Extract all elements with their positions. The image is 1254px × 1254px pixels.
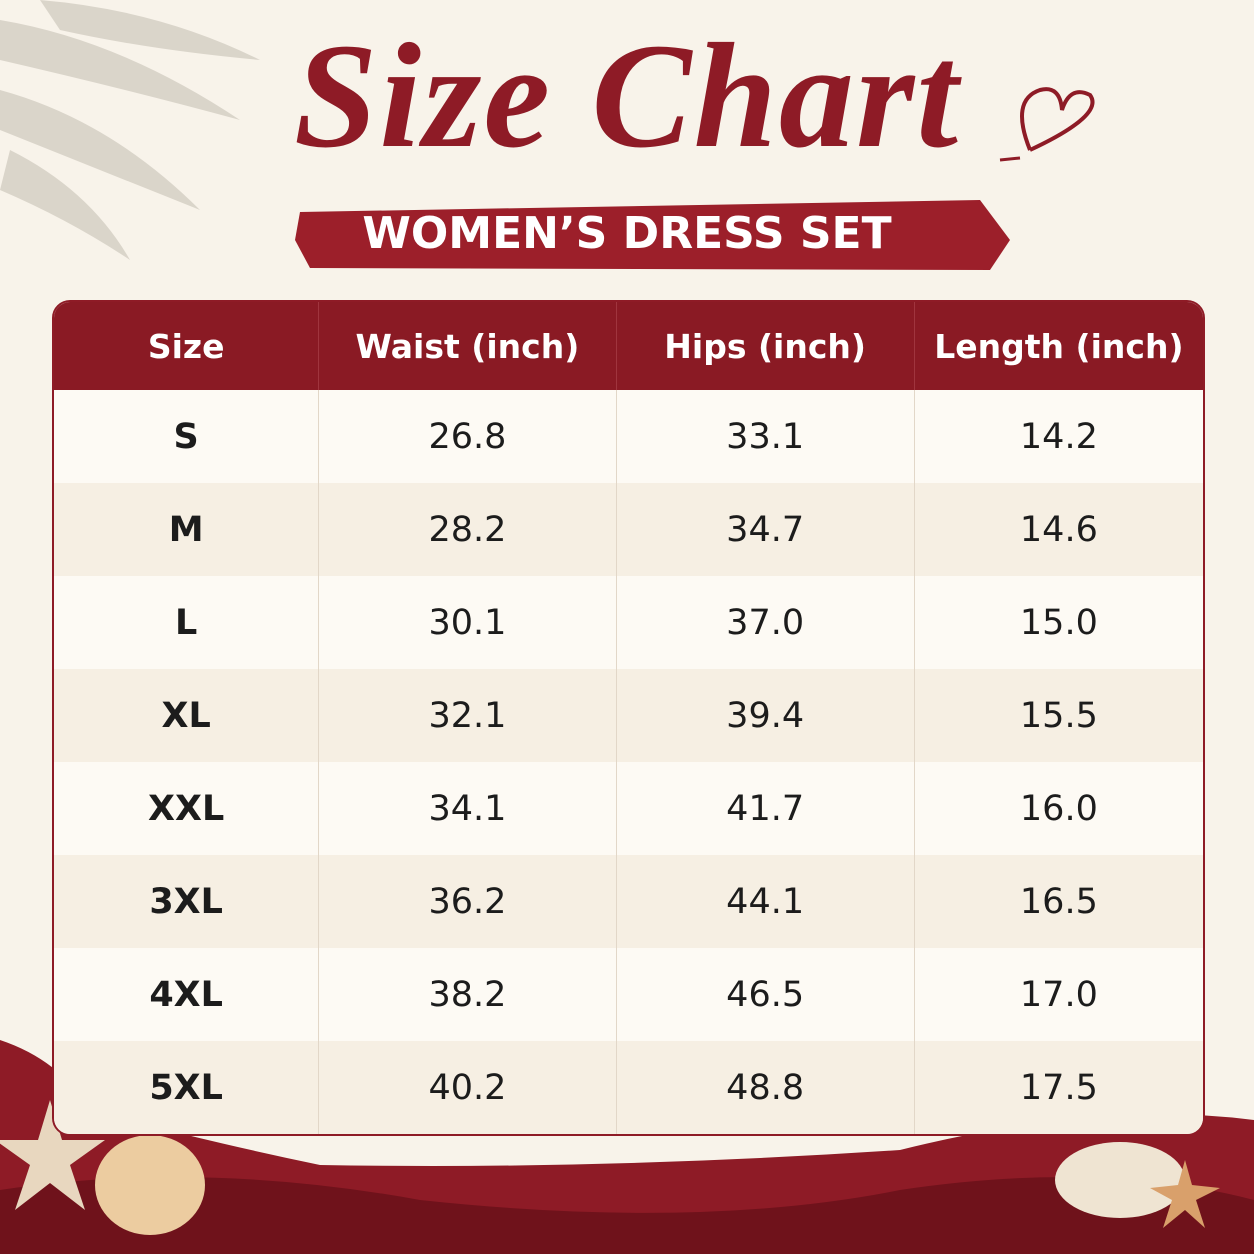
size-table: Size Waist (inch) Hips (inch) Length (inch)… [52,300,1205,1136]
starfish [1150,1160,1220,1228]
palm-shadow [0,0,260,260]
table-row: 5XL 40.2 48.8 17.5 [54,1041,1203,1134]
measurement: 17.5 [913,1041,1203,1134]
measurement: 39.4 [615,669,914,762]
measurement: 32.1 [318,669,615,762]
table-row: 3XL 36.2 44.1 16.5 [54,855,1203,948]
table-row: 4XL 38.2 46.5 17.0 [54,948,1203,1041]
size-label: L [175,602,198,643]
size-label: M [168,509,204,550]
measurement: 40.2 [318,1041,615,1134]
measurement: 14.2 [913,390,1203,483]
column-header: Hips (inch) [615,302,914,390]
measurement: 14.6 [913,483,1203,576]
column-header: Size [147,326,225,366]
heart-tail [999,156,1021,162]
size-label: XXL [148,788,225,829]
table-row: M 28.2 34.7 14.6 [54,483,1203,576]
shell [95,1135,205,1235]
size-label: XL [161,695,211,736]
column-header: Length (inch) [913,302,1203,390]
header-row: Size Waist (inch) Hips (inch) Length (inch) [54,302,1203,390]
measurement: 46.5 [615,948,914,1041]
size-label: 4XL [149,974,223,1015]
size-label: 3XL [149,881,223,922]
measurement: 16.5 [913,855,1203,948]
measurement: 44.1 [615,855,914,948]
table-row: S 26.8 33.1 14.2 [54,390,1203,483]
table-row: XXL 34.1 41.7 16.0 [54,762,1203,855]
heart [1020,87,1095,152]
measurement: 34.7 [615,483,914,576]
subtitle-brush [295,200,1010,270]
measurement: 48.8 [615,1041,914,1134]
measurement: 15.0 [913,576,1203,669]
measurement: 34.1 [318,762,615,855]
measurement: 38.2 [318,948,615,1041]
measurement: 37.0 [615,576,914,669]
subtitle: WOMEN’S DRESS SET [362,208,892,259]
measurement: 36.2 [318,855,615,948]
size-label: S [173,416,199,457]
bottom-wave-dark [0,1177,1254,1254]
shell [1055,1142,1185,1218]
column-header: Waist (inch) [318,302,615,390]
table-row: XL 32.1 39.4 15.5 [54,669,1203,762]
measurement: 17.0 [913,948,1203,1041]
measurement: 33.1 [615,390,914,483]
measurement: 26.8 [318,390,615,483]
table-row: L 30.1 37.0 15.0 [54,576,1203,669]
size-label: 5XL [149,1067,223,1108]
measurement: 16.0 [913,762,1203,855]
measurement: 41.7 [615,762,914,855]
title: Size Chart [293,13,961,179]
measurement: 30.1 [318,576,615,669]
measurement: 28.2 [318,483,615,576]
measurement: 15.5 [913,669,1203,762]
starfish [0,1100,105,1210]
